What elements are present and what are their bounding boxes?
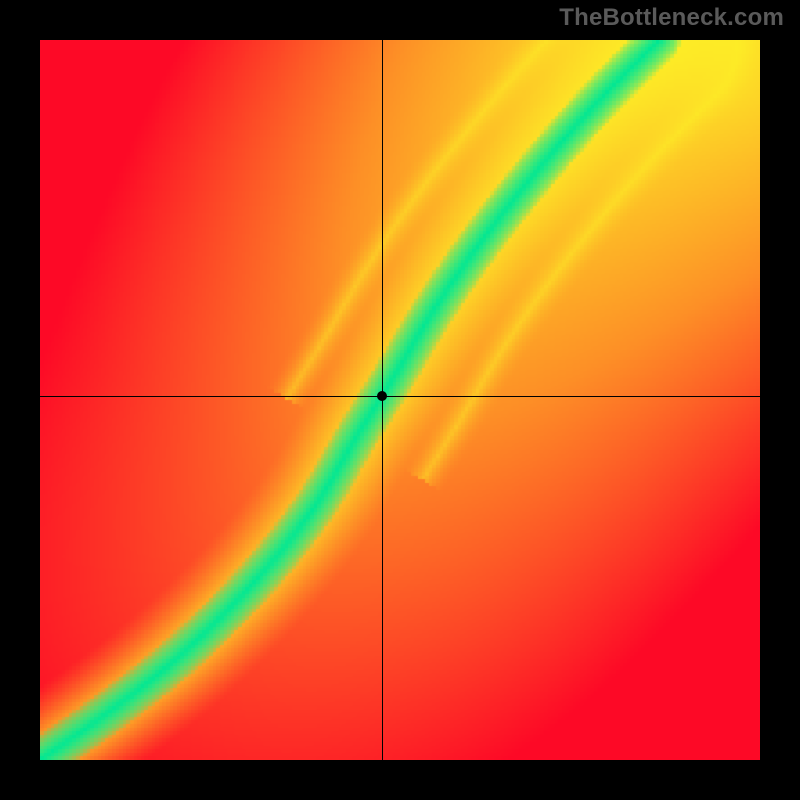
crosshair-horizontal-line <box>40 396 760 397</box>
bottleneck-heatmap <box>40 40 760 760</box>
watermark-text: TheBottleneck.com <box>559 4 784 32</box>
crosshair-marker-dot <box>377 391 387 401</box>
